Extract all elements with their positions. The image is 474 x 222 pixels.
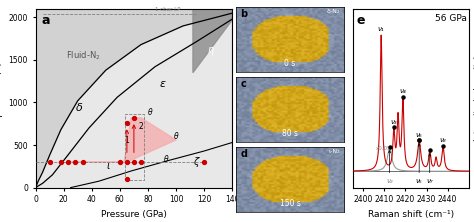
Text: Fluid-N$_2$: Fluid-N$_2$ — [66, 49, 101, 62]
Text: d: d — [240, 149, 247, 159]
X-axis label: Pressure (GPa): Pressure (GPa) — [101, 210, 167, 219]
Text: ν₃: ν₃ — [391, 119, 397, 125]
Polygon shape — [193, 9, 232, 73]
Text: ν₈: ν₈ — [440, 137, 447, 143]
Text: $\delta$: $\delta$ — [75, 101, 83, 113]
Polygon shape — [36, 9, 232, 188]
Text: 56 GPa: 56 GPa — [435, 14, 466, 23]
Text: ν₇: ν₇ — [427, 178, 433, 184]
Text: $\eta$: $\eta$ — [207, 45, 215, 57]
Text: δ-N₂: δ-N₂ — [327, 9, 340, 14]
Text: 80 s: 80 s — [282, 129, 298, 138]
Text: ν₂: ν₂ — [386, 178, 393, 184]
Text: $\zeta$: $\zeta$ — [193, 155, 201, 169]
Y-axis label: Temperature (K): Temperature (K) — [0, 62, 3, 135]
Text: $\iota$: $\iota$ — [106, 161, 110, 171]
Text: $\theta$: $\theta$ — [146, 106, 153, 117]
Text: ν₁: ν₁ — [378, 26, 384, 32]
Text: $\theta$: $\theta$ — [164, 153, 170, 164]
Text: a: a — [41, 14, 50, 27]
Text: 1: 1 — [124, 136, 129, 145]
Text: ν₆: ν₆ — [416, 132, 422, 138]
Text: 2: 2 — [138, 122, 143, 131]
X-axis label: Raman shift (cm⁻¹): Raman shift (cm⁻¹) — [368, 210, 454, 219]
Text: 1 cbar LP: 1 cbar LP — [155, 7, 181, 12]
Polygon shape — [71, 118, 176, 162]
Text: ν₄: ν₄ — [400, 88, 406, 94]
Text: x0.05: x0.05 — [375, 146, 391, 151]
Text: $\varepsilon$: $\varepsilon$ — [159, 79, 167, 89]
Text: ν₅: ν₅ — [416, 178, 422, 184]
Text: ι-N₂: ι-N₂ — [328, 149, 340, 154]
Text: b: b — [240, 9, 247, 19]
Text: 0 s: 0 s — [284, 59, 296, 68]
Text: $\theta$: $\theta$ — [173, 130, 180, 141]
Text: e: e — [356, 14, 365, 27]
Text: 150 s: 150 s — [280, 199, 301, 208]
Text: c: c — [240, 79, 246, 89]
